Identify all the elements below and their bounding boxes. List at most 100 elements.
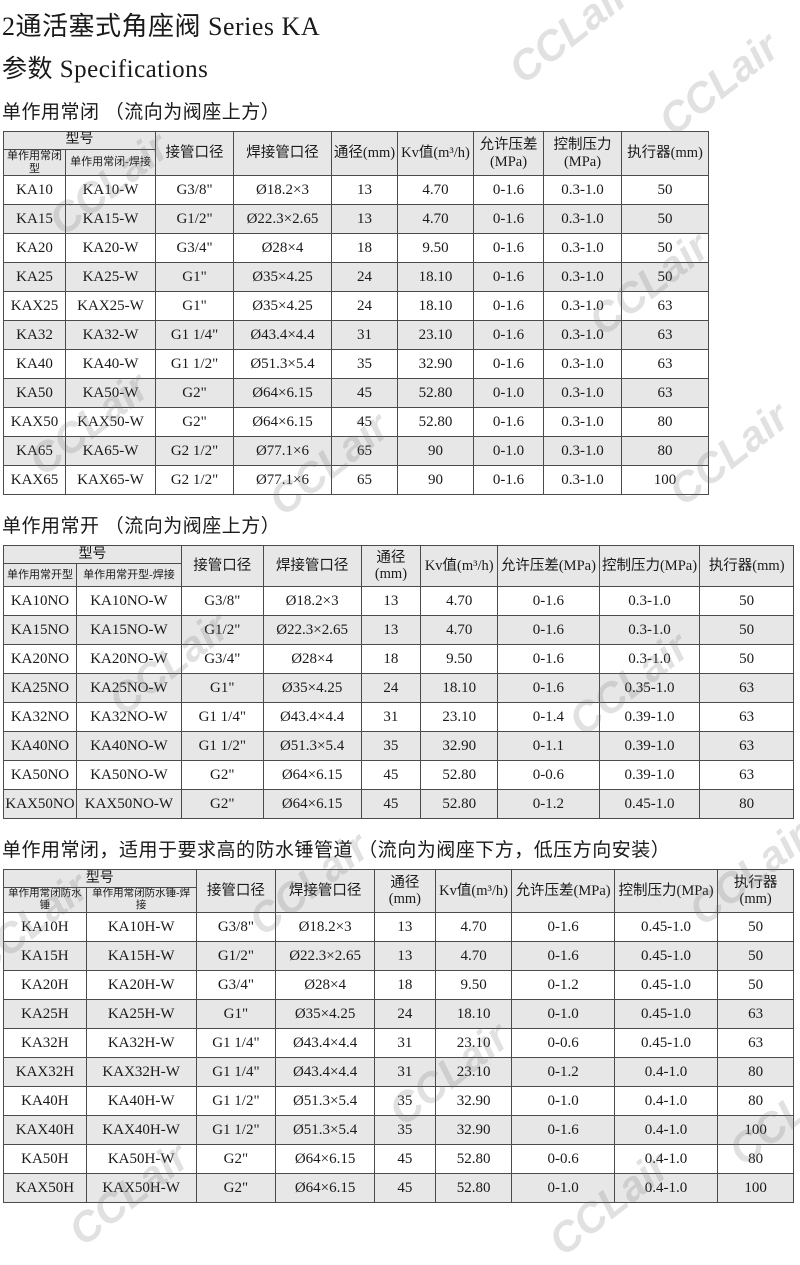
cell: 45 xyxy=(374,1144,436,1175)
cell: Ø18.2×3 xyxy=(262,586,362,617)
cell: KA15-W xyxy=(65,204,156,235)
cell: KAX65 xyxy=(3,465,66,496)
cell: 4.70 xyxy=(420,586,499,617)
cell: Ø64×6.15 xyxy=(233,407,332,438)
table-row: KA65 KA65-W G2 1/2" Ø77.1×6 65 90 0-1.0 0.3-1.0… xyxy=(3,436,709,467)
cell: 0-1.6 xyxy=(473,175,544,206)
cell: 9.50 xyxy=(397,233,474,264)
cell: 32.90 xyxy=(434,1086,513,1117)
col-header-kv: Kv值(m³/h) xyxy=(420,545,499,588)
cell: 0.4-1.0 xyxy=(613,1144,719,1175)
cell: 0.3-1.0 xyxy=(598,586,701,617)
col-header-kv: Kv值(m³/h) xyxy=(397,130,474,177)
cell: 0.3-1.0 xyxy=(543,175,622,206)
col-header-model-weld: 单作用常开型-焊接 xyxy=(75,563,182,588)
cell: G1/2" xyxy=(180,615,264,646)
cell: 80 xyxy=(621,407,709,438)
cell: KA15H-W xyxy=(85,941,197,972)
cell: KA10H xyxy=(3,912,87,943)
cell: Ø64×6.15 xyxy=(275,1173,375,1204)
cell: 24 xyxy=(331,262,398,293)
cell: KAX50H-W xyxy=(85,1173,197,1204)
cell: Ø28×4 xyxy=(233,233,332,264)
cell: G1 1/2" xyxy=(155,349,234,380)
col-header-pipe-size: 接管口径 xyxy=(195,869,277,914)
cell: 0-1.6 xyxy=(473,262,544,293)
section-title-normally-open: 单作用常开 （流向为阀座上方） xyxy=(2,516,281,538)
page-title: 2通活塞式角座阀 Series KA xyxy=(2,12,321,41)
table-row: KAX50H KAX50H-W G2" Ø64×6.15 45 52.80 0-1.0 0.4… xyxy=(3,1173,794,1204)
cell: 0-1.6 xyxy=(473,349,544,380)
cell: G1 1/2" xyxy=(195,1086,277,1117)
cell: KA25NO xyxy=(3,673,77,704)
cell: 0-1.6 xyxy=(497,673,600,704)
cell: 32.90 xyxy=(420,731,499,762)
cell: 45 xyxy=(331,407,398,438)
cell: KA15NO-W xyxy=(75,615,182,646)
cell: 24 xyxy=(374,999,436,1030)
cell: 0-1.0 xyxy=(511,999,615,1030)
cell: 80 xyxy=(717,1144,794,1175)
cell: G1/2" xyxy=(195,941,277,972)
cell: Ø35×4.25 xyxy=(275,999,375,1030)
cell: Ø43.4×4.4 xyxy=(275,1028,375,1059)
cell: KA40H xyxy=(3,1086,87,1117)
cell: G3/4" xyxy=(155,233,234,264)
cell: 0.39-1.0 xyxy=(598,702,701,733)
col-header-control-pressure: 控制压力(MPa) xyxy=(613,869,719,914)
cell: 0-1.6 xyxy=(473,233,544,264)
cell: 31 xyxy=(360,702,422,733)
spec-table-normally-closed: 型号 接管口径 焊接管口径 通径(mm) Kv值(m³/h) 允许压差 (MPa… xyxy=(3,130,709,496)
cell: G1" xyxy=(180,673,264,704)
table-row: KA40H KA40H-W G1 1/2" Ø51.3×5.4 35 32.90 0-1.0… xyxy=(3,1086,794,1117)
cell: KA10-W xyxy=(65,175,156,206)
cell: 0-1.0 xyxy=(473,436,544,467)
col-header-kv: Kv值(m³/h) xyxy=(434,869,513,914)
cell: KA10 xyxy=(3,175,66,206)
cell: 0.3-1.0 xyxy=(543,320,622,351)
cell: 50 xyxy=(717,912,794,943)
cell: 0.4-1.0 xyxy=(613,1086,719,1117)
cell: 0-1.6 xyxy=(511,1115,615,1146)
cell: 0-1.6 xyxy=(497,644,600,675)
cell: 4.70 xyxy=(397,175,474,206)
cell: KA15 xyxy=(3,204,66,235)
cell: 9.50 xyxy=(434,970,513,1001)
cell: 0-1.0 xyxy=(511,1173,615,1204)
cell: 45 xyxy=(360,760,422,791)
cell: KA65 xyxy=(3,436,66,467)
cell: 0.3-1.0 xyxy=(543,436,622,467)
cell: KA10H-W xyxy=(85,912,197,943)
cell: KA50NO-W xyxy=(75,760,182,791)
cell: G2" xyxy=(180,760,264,791)
cell: 90 xyxy=(397,465,474,496)
cell: 45 xyxy=(360,789,422,820)
cell: 100 xyxy=(717,1115,794,1146)
table-row: KAX25 KAX25-W G1" Ø35×4.25 24 18.10 0-1.6 0.3-1… xyxy=(3,291,709,322)
cell: G2 1/2" xyxy=(155,436,234,467)
col-header-bore: 通径(mm) xyxy=(331,130,398,177)
cell: 4.70 xyxy=(420,615,499,646)
table-row: KA20H KA20H-W G3/4" Ø28×4 18 9.50 0-1.2 0.45-1.… xyxy=(3,970,794,1001)
table-row: KA40 KA40-W G1 1/2" Ø51.3×5.4 35 32.90 0-1.6 0.… xyxy=(3,349,709,380)
cell: 18.10 xyxy=(397,262,474,293)
cell: 13 xyxy=(374,941,436,972)
cell: 50 xyxy=(699,586,794,617)
cell: KAX50 xyxy=(3,407,66,438)
cell: 18.10 xyxy=(397,291,474,322)
table-row: KA20 KA20-W G3/4" Ø28×4 18 9.50 0-1.6 0.3-1.0 50 xyxy=(3,233,709,264)
cell: Ø35×4.25 xyxy=(233,262,332,293)
col-header-diff-pressure: 允许压差(MPa) xyxy=(497,545,600,588)
cell: 0-1.6 xyxy=(473,204,544,235)
cell: 23.10 xyxy=(434,1057,513,1088)
cell: 50 xyxy=(699,644,794,675)
table-row: KA20NO KA20NO-W G3/4" Ø28×4 18 9.50 0-1.6 0.3-1… xyxy=(3,644,794,675)
cell: KA15NO xyxy=(3,615,77,646)
cell: KA65-W xyxy=(65,436,156,467)
cell: 52.80 xyxy=(434,1173,513,1204)
cell: 45 xyxy=(331,378,398,409)
cell: Ø64×6.15 xyxy=(262,789,362,820)
cell: 0-1.6 xyxy=(511,912,615,943)
cell: 0.3-1.0 xyxy=(543,349,622,380)
cell: 24 xyxy=(360,673,422,704)
